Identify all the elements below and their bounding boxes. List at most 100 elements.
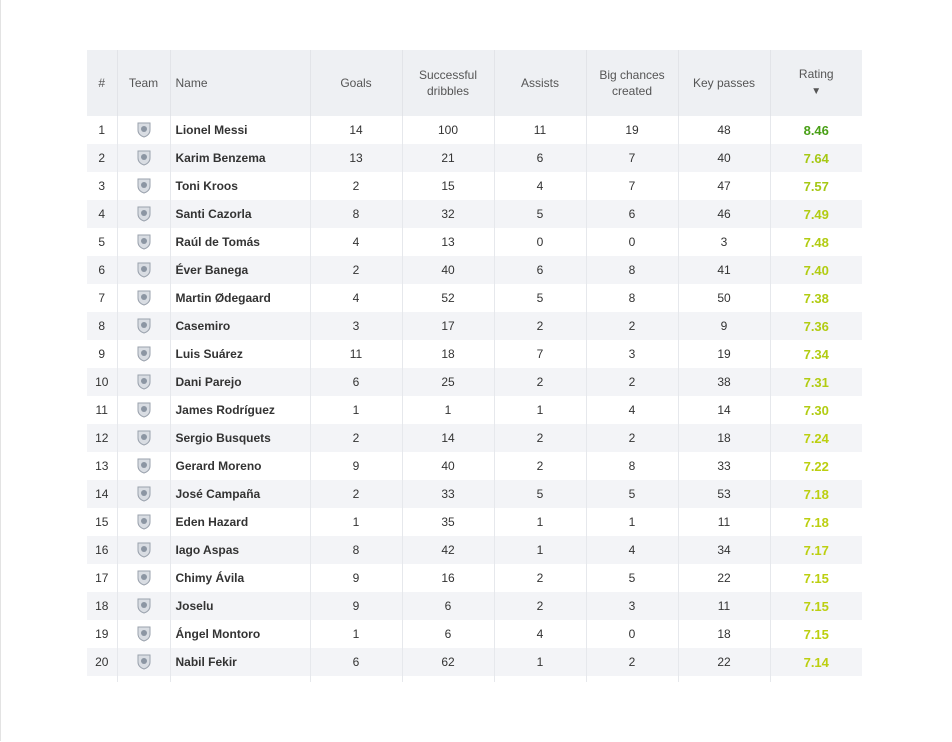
team-cell: [117, 312, 171, 340]
crest-detail: [140, 462, 147, 468]
player-name: Eden Hazard: [170, 508, 311, 536]
team-cell: [117, 592, 171, 620]
team-cell: [117, 452, 171, 480]
column-header[interactable]: #: [87, 50, 118, 116]
stat-cell: 6: [310, 648, 403, 676]
rating-cell: 7.48: [803, 234, 829, 250]
player-name: Dani Parejo: [170, 368, 311, 396]
stat-cell: 1: [402, 396, 495, 424]
stat-cell: 2: [310, 256, 403, 284]
stat-cell: 38: [678, 368, 771, 396]
team-cell: [117, 340, 171, 368]
team-cell: [117, 200, 171, 228]
team-cell: [117, 564, 171, 592]
team-cell: [117, 536, 171, 564]
stat-cell: 0: [586, 620, 679, 648]
rank-cell: 17: [87, 564, 118, 592]
team-crest: [137, 206, 150, 222]
stat-cell: 2: [310, 480, 403, 508]
stat-cell: 0: [494, 228, 587, 256]
player-name: Éver Banega: [170, 256, 311, 284]
stat-cell: 42: [402, 536, 495, 564]
stat-cell: 3: [586, 592, 679, 620]
tail-cell: [770, 676, 862, 682]
stat-cell: 14: [310, 116, 403, 144]
stat-cell: 2: [586, 648, 679, 676]
rating-cell: 7.22: [803, 458, 829, 474]
column-header[interactable]: Key passes: [678, 50, 771, 116]
table-row: 5 Raúl de Tomás 4 13 0 0 3 7.48: [87, 228, 862, 256]
rank-cell: 15: [87, 508, 118, 536]
crest-detail: [140, 350, 147, 356]
crest-detail: [140, 574, 147, 580]
table-row: 19 Ángel Montoro 1 6 4 0 18 7.15: [87, 620, 862, 648]
table-row: 6 Éver Banega 2 40 6 8 41 7.40: [87, 256, 862, 284]
stat-cell: 4: [494, 620, 587, 648]
column-header[interactable]: Name: [170, 50, 311, 116]
column-header[interactable]: Rating ▼: [770, 50, 862, 116]
stat-cell: 19: [586, 116, 679, 144]
stat-cell: 2: [586, 424, 679, 452]
rating-cell: 7.57: [803, 178, 829, 194]
rating-cell: 7.24: [770, 424, 862, 452]
stat-cell: 7: [586, 144, 679, 172]
stat-cell: 41: [678, 256, 771, 284]
stat-cell: 5: [494, 200, 587, 228]
stat-cell: 50: [678, 284, 771, 312]
player-name: Martin Ødegaard: [170, 284, 311, 312]
crest-detail: [140, 406, 147, 412]
player-name: Nabil Fekir: [170, 648, 311, 676]
stat-cell: 33: [678, 452, 771, 480]
table-row: 14 José Campaña 2 33 5 5 53 7.18: [87, 480, 862, 508]
stat-cell: 6: [310, 368, 403, 396]
crest-detail: [140, 602, 147, 608]
rating-cell: 7.14: [770, 648, 862, 676]
stat-cell: 11: [494, 116, 587, 144]
column-header[interactable]: Big chances created: [586, 50, 679, 116]
stat-cell: 1: [310, 508, 403, 536]
table-row: 18 Joselu 9 6 2 3 11 7.15: [87, 592, 862, 620]
rating-cell: 7.15: [803, 626, 829, 642]
table-row: 8 Casemiro 3 17 2 2 9 7.36: [87, 312, 862, 340]
stat-cell: 1: [494, 648, 587, 676]
rating-cell: 7.31: [770, 368, 862, 396]
column-header[interactable]: Team: [117, 50, 171, 116]
team-cell: [117, 256, 171, 284]
crest-detail: [140, 434, 147, 440]
rating-cell: 8.46: [803, 122, 829, 138]
stat-cell: 7: [586, 172, 679, 200]
stat-cell: 5: [494, 284, 587, 312]
stat-cell: 18: [678, 620, 771, 648]
tail-cell: [402, 676, 495, 682]
team-crest: [137, 486, 150, 502]
table-row: 16 Iago Aspas 8 42 1 4 34 7.17: [87, 536, 862, 564]
team-crest: [137, 570, 150, 586]
rank-cell: 14: [87, 480, 118, 508]
player-name: Gerard Moreno: [170, 452, 311, 480]
player-name: Lionel Messi: [170, 116, 311, 144]
stat-cell: 16: [402, 564, 495, 592]
column-header[interactable]: Goals: [310, 50, 403, 116]
stat-cell: 19: [678, 340, 771, 368]
player-name: Raúl de Tomás: [170, 228, 311, 256]
stat-cell: 34: [678, 536, 771, 564]
stat-cell: 8: [586, 284, 679, 312]
team-cell: [117, 424, 171, 452]
column-header[interactable]: Successful dribbles: [402, 50, 495, 116]
stat-cell: 62: [402, 648, 495, 676]
stat-cell: 32: [402, 200, 495, 228]
stat-cell: 9: [310, 564, 403, 592]
team-cell: [117, 620, 171, 648]
rank-cell: 18: [87, 592, 118, 620]
rank-cell: 19: [87, 620, 118, 648]
stats-table: # Team Name Goals Successful dribbles As…: [87, 50, 862, 682]
team-crest: [137, 318, 150, 334]
table-row: 7 Martin Ødegaard 4 52 5 8 50 7.38: [87, 284, 862, 312]
column-header[interactable]: Assists: [494, 50, 587, 116]
stat-cell: 1: [494, 536, 587, 564]
player-name: Ángel Montoro: [170, 620, 311, 648]
stat-cell: 46: [678, 200, 771, 228]
rating-cell: 7.18: [803, 514, 829, 530]
team-crest: [137, 598, 150, 614]
stat-cell: 52: [402, 284, 495, 312]
